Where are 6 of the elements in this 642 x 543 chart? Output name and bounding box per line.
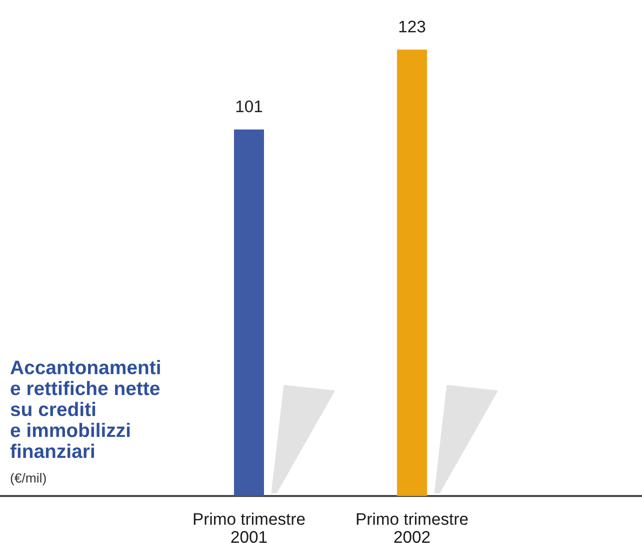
data-label: 123 [399,20,426,32]
data-label: 101 [236,100,262,112]
x-tick-label: Primo trimestre 2002 [356,512,468,543]
text: (€/mil) [10,473,46,486]
x-tick-label: Primo trimestre 2001 [194,512,305,543]
text: Accantonamenti e rettifiche nette su crediti e immobilizzi finanziari [10,360,160,458]
